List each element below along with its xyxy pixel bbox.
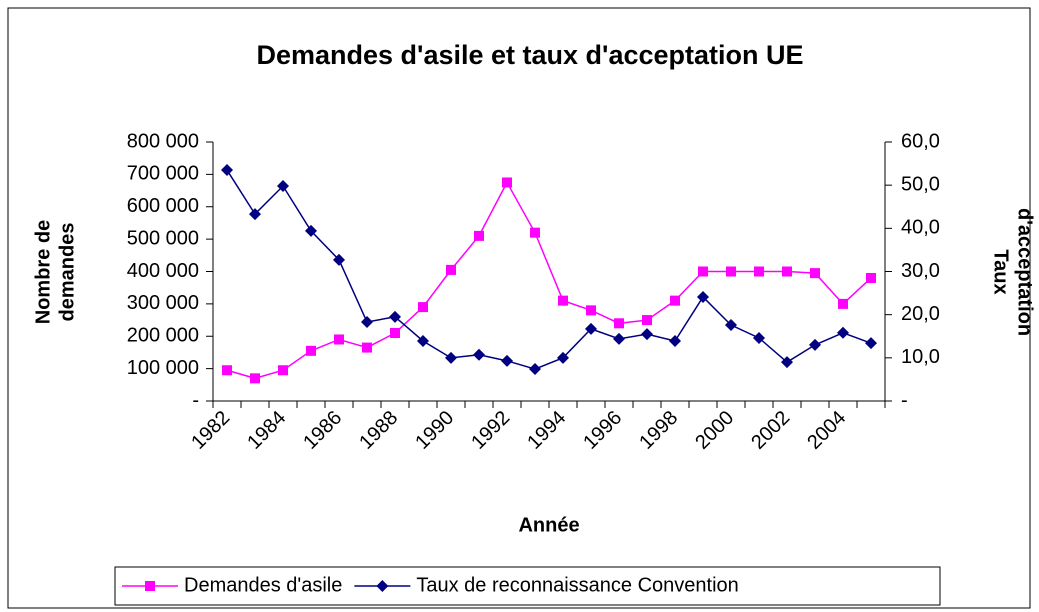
x-axis-label: Année	[518, 514, 579, 536]
data-point	[418, 302, 428, 313]
y-tick-label: 100 000	[127, 357, 199, 379]
data-point	[474, 230, 484, 241]
y2-tick-label: -	[901, 389, 908, 411]
y2-tick-label: 10,0	[901, 346, 940, 368]
y-axis-label: Nombre de	[32, 220, 54, 324]
y-tick-label: 400 000	[127, 260, 199, 282]
data-point	[613, 332, 625, 345]
y2-tick-label: 50,0	[901, 173, 940, 195]
data-point	[837, 326, 849, 339]
series-line	[226, 169, 872, 370]
data-point	[446, 264, 456, 275]
data-point	[305, 224, 317, 237]
data-point	[725, 319, 737, 332]
data-point	[222, 365, 232, 376]
data-point	[669, 334, 681, 347]
data-point	[781, 356, 793, 369]
legend-marker	[145, 581, 155, 591]
data-point	[502, 177, 512, 188]
data-point	[445, 351, 457, 364]
data-point	[362, 342, 372, 353]
data-point	[390, 328, 400, 339]
data-point	[753, 331, 765, 344]
y2-tick-label: 60,0	[901, 130, 940, 152]
y2-axis-label: d'acceptation	[1014, 208, 1036, 336]
data-point	[586, 305, 596, 316]
data-point	[250, 373, 260, 384]
data-point	[530, 227, 540, 238]
data-point	[529, 363, 541, 376]
y2-tick-label: 40,0	[901, 217, 940, 239]
data-point	[558, 295, 568, 306]
y-tick-label: 500 000	[127, 227, 199, 249]
y-tick-label: 800 000	[127, 130, 199, 152]
data-point	[614, 318, 624, 329]
data-point	[278, 365, 288, 376]
y2-tick-label: 20,0	[901, 303, 940, 325]
legend-label: Taux de reconnaissance Convention	[416, 574, 738, 596]
data-point	[865, 337, 877, 350]
chart-border	[7, 7, 1031, 609]
data-point	[726, 266, 736, 277]
data-point	[334, 334, 344, 345]
y2-tick-label: 30,0	[901, 260, 940, 282]
y-tick-label: 200 000	[127, 325, 199, 347]
legend-label: Demandes d'asile	[184, 574, 342, 596]
y-tick-label: -	[192, 389, 199, 411]
data-point	[306, 345, 316, 356]
data-point	[417, 334, 429, 347]
data-point	[670, 295, 680, 306]
legend-marker	[376, 580, 389, 592]
data-point	[221, 164, 233, 177]
data-point	[501, 354, 513, 367]
data-point	[333, 253, 345, 266]
y-tick-label: 600 000	[127, 195, 199, 217]
chart-title: Demandes d'asile et taux d'acceptation U…	[256, 40, 803, 70]
y-axis-label: demandes	[56, 223, 78, 322]
data-point	[361, 316, 373, 329]
data-point	[389, 310, 401, 323]
data-point	[697, 290, 709, 303]
data-point	[866, 272, 876, 283]
y-tick-label: 700 000	[127, 163, 199, 185]
data-point	[782, 266, 792, 277]
data-point	[810, 268, 820, 279]
data-point	[557, 351, 569, 364]
y-tick-label: 300 000	[127, 292, 199, 314]
data-point	[585, 322, 597, 335]
data-point	[809, 338, 821, 351]
legend-box	[114, 566, 941, 606]
data-point	[473, 348, 485, 361]
data-point	[754, 266, 764, 277]
data-point	[642, 315, 652, 326]
data-point	[698, 266, 708, 277]
data-point	[277, 180, 289, 193]
data-point	[838, 298, 848, 309]
data-point	[641, 328, 653, 341]
data-point	[249, 208, 261, 221]
y2-axis-label: Taux	[990, 249, 1012, 294]
